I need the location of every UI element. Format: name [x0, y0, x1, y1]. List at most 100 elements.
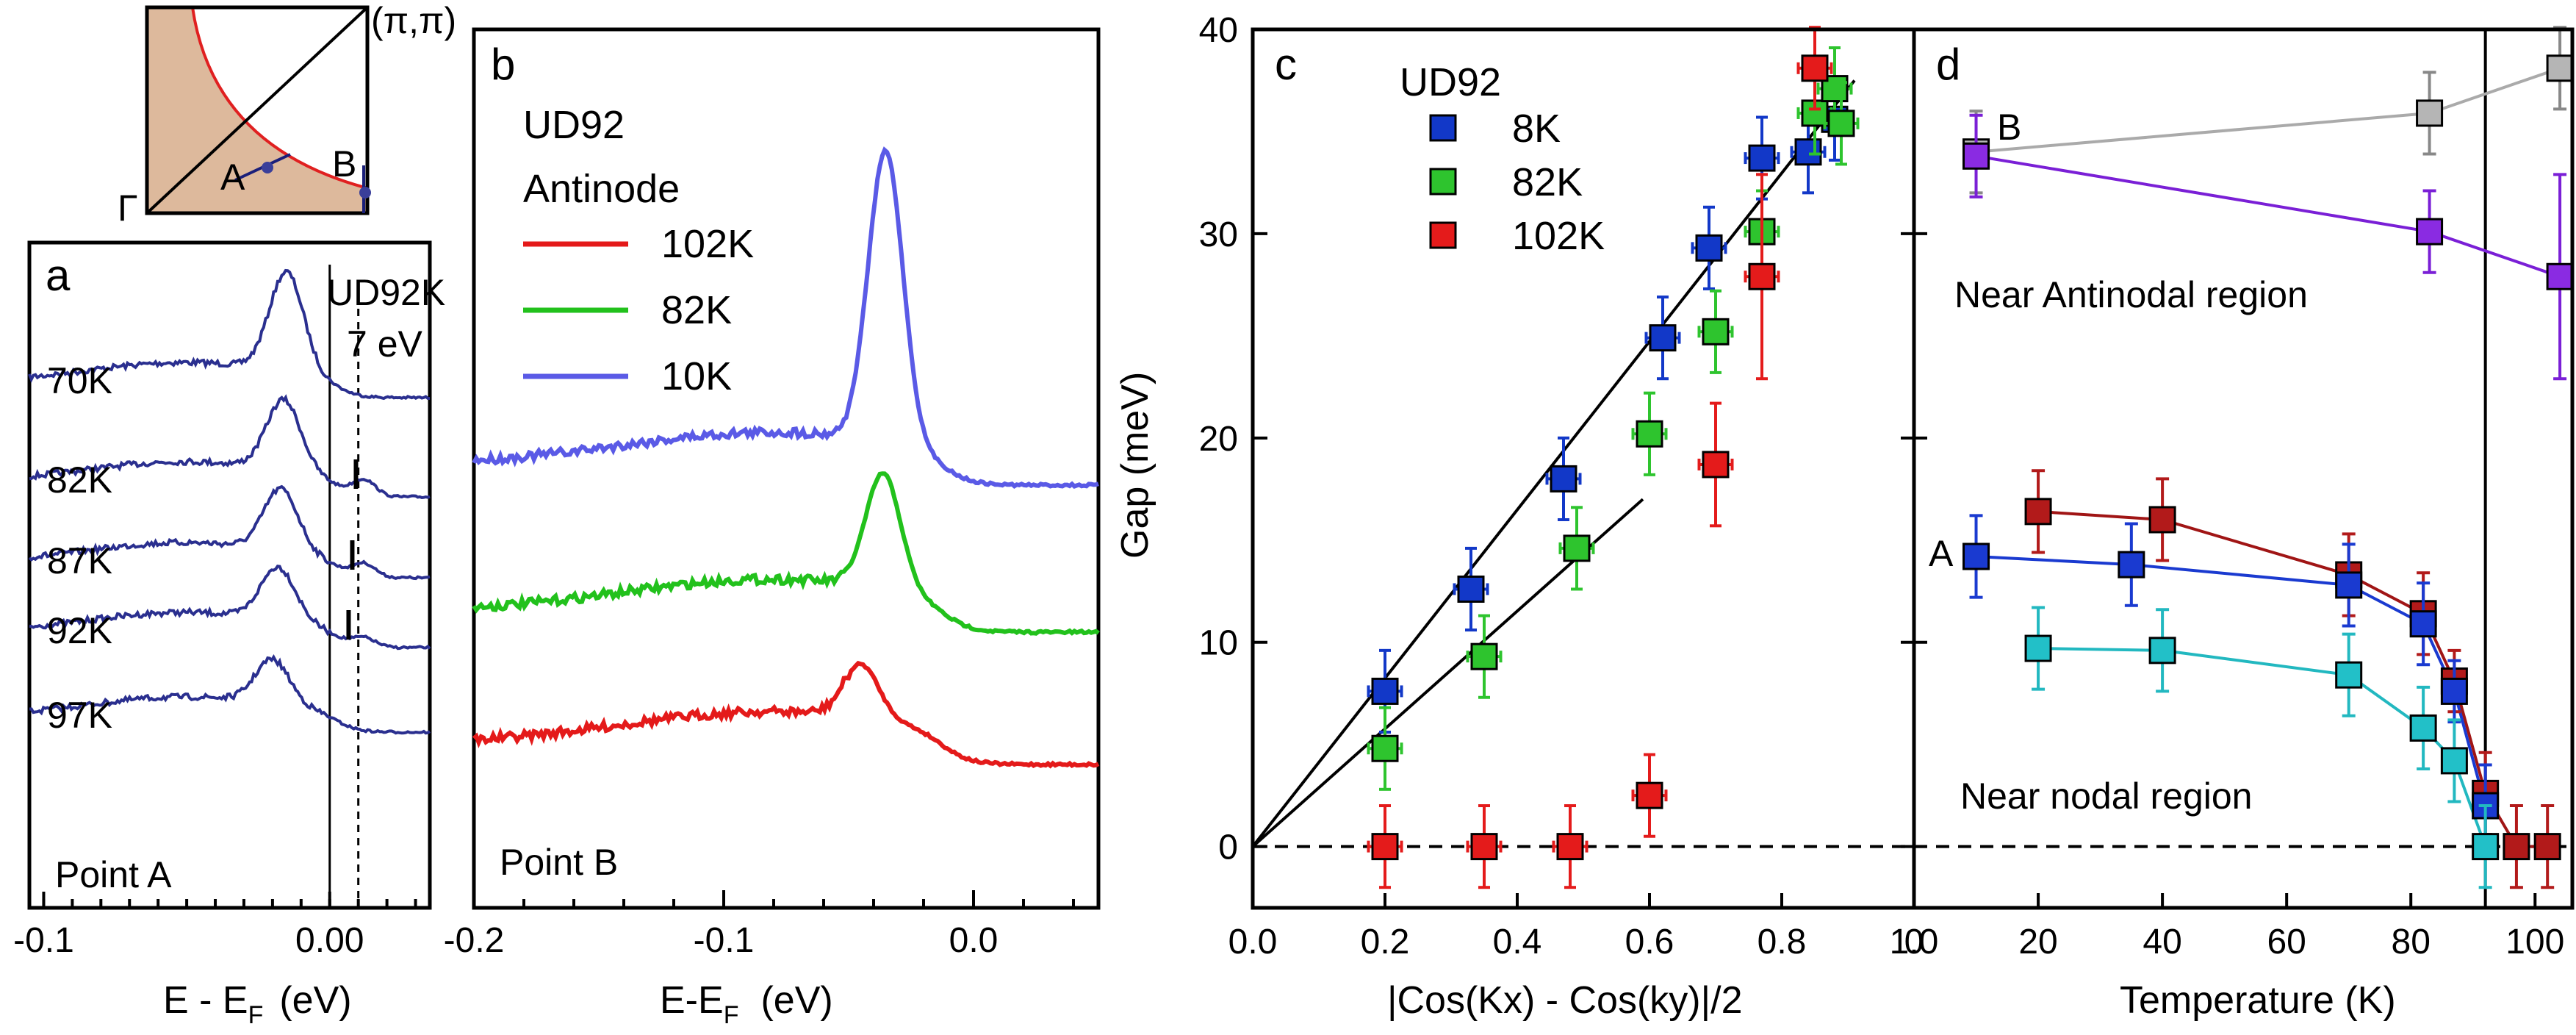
panel-d-xtick-label: 0 — [1904, 923, 1924, 961]
panel-c-legend-swatch-102K — [1429, 221, 1457, 249]
panel-c-ytick-label: 40 — [1199, 11, 1238, 50]
panel-c-point-82K — [1636, 420, 1663, 448]
panel-b-curve-82K — [472, 471, 1100, 636]
panel-c-point-82K — [1702, 318, 1730, 345]
panel-c-point-102K — [1702, 451, 1730, 479]
panel-b-xtick-label: -0.2 — [444, 921, 505, 960]
panel-a-curve-label-70K: 70K — [47, 360, 112, 401]
panel-b-legend-label-82K: 82K — [661, 288, 732, 332]
panel-c-ytick-label: 30 — [1199, 215, 1238, 254]
brillouin-zone-inset: (π,π) Γ A B — [118, 0, 456, 229]
panel-d-line-node-blue — [1976, 555, 2487, 806]
inset-point-b-label: B — [332, 143, 356, 185]
panel-d-point-node-blue — [1962, 542, 1990, 570]
panel-a-curve-97K — [29, 653, 431, 735]
panel-a-xlabel-main: E - E — [163, 979, 248, 1022]
panel-b-xlabel-sub: F — [724, 1001, 739, 1029]
panel-d-point-antinode-purple — [1962, 142, 1990, 170]
panel-d-antinodal-label: Near Antinodal region — [1954, 274, 2308, 315]
inset-diagonal — [145, 6, 369, 215]
panel-a-curve-82K — [29, 394, 431, 500]
panel-a: 70K 82K 87K 92K 97K -0.1 0.00 a UD92K 7 eV Po… — [13, 240, 445, 1029]
panel-a-title-line2: 7 eV — [347, 323, 423, 365]
panel-d-line-antinode-gray — [1976, 66, 2561, 154]
panel-c-xtick-label: 1.0 — [1890, 923, 1939, 961]
inset-unoccupied-region — [193, 7, 367, 188]
panel-d-point-a-label: A — [1929, 533, 1954, 574]
panel-c-legend-label-8K: 8K — [1512, 107, 1561, 151]
panel-a-curve-label-82K: 82K — [47, 459, 112, 501]
panel-a-title-line1: UD92K — [327, 272, 445, 313]
panel-b-xtick-label: -0.1 — [694, 921, 755, 960]
panel-b-xticks: -0.2 -0.1 0.0 — [444, 890, 1075, 960]
panel-b: -0.2 -0.1 0.0 b UD92 Antinode 102K 82K 10K P… — [444, 27, 1101, 1029]
panel-c-point-102K — [1470, 833, 1498, 861]
panel-d-point-b-label: B — [1997, 107, 2021, 148]
panel-d-xtick-label: 40 — [2143, 923, 2181, 961]
panel-b-letter: b — [491, 40, 515, 89]
inset-point-a-label: A — [220, 157, 245, 198]
panel-a-curve-92K — [29, 565, 431, 651]
panel-a-curves: 70K 82K 87K 92K 97K — [28, 265, 431, 908]
panel-c-letter: c — [1275, 40, 1297, 89]
panel-a-frame — [27, 240, 432, 910]
panel-d-point-node-cyan — [2335, 661, 2363, 689]
panel-c-legend-label-82K: 82K — [1512, 160, 1583, 204]
panel-c-legend-title: UD92 — [1400, 60, 1501, 104]
panel-b-legend-label-102K: 102K — [661, 222, 754, 266]
panel-d-point-antinode-purple — [2546, 262, 2574, 290]
panel-c-ylabel: Gap (meV) — [1114, 372, 1156, 559]
panel-a-curve-label-97K: 97K — [47, 695, 112, 736]
panel-c-point-102K — [1556, 833, 1584, 861]
panel-a-point-label: Point A — [55, 854, 172, 895]
fermi-surface-curve — [191, 7, 368, 190]
panel-c-point-102K — [1801, 54, 1829, 82]
point-a-marker — [262, 162, 273, 173]
panel-c-point-8K — [1371, 677, 1399, 705]
panel-a-curve-label-92K: 92K — [47, 610, 112, 651]
panel-d-xtick-label: 60 — [2267, 923, 2306, 961]
panel-c-point-8K — [1550, 465, 1577, 493]
panel-d-point-antinode-gray — [2416, 99, 2444, 127]
panel-b-xtick-label: 0.0 — [949, 921, 999, 960]
panel-d-point-antinode-purple — [2416, 218, 2444, 246]
panel-d-point-antinode-gray — [2546, 54, 2574, 82]
panel-a-xlabel: E - EF (eV) — [163, 979, 352, 1029]
panel-c-xtick-label: 0.0 — [1228, 923, 1278, 961]
panel-d-xtick-label: 100 — [2505, 923, 2564, 961]
panel-c-point-8K — [1748, 144, 1776, 172]
panel-b-legend-label-10K: 10K — [661, 354, 732, 398]
panel-b-xlabel: E-EF (eV) — [660, 979, 833, 1029]
panel-c-fit-line-0 — [1251, 79, 1856, 848]
panel-c-point-102K — [1748, 262, 1776, 290]
panel-d-point-node-cyan — [2024, 634, 2052, 662]
panel-d-xtick-label: 80 — [2392, 923, 2431, 961]
panel-d-point-node-blue — [2409, 610, 2437, 638]
panel-c-point-102K — [1371, 833, 1399, 861]
panel-a-xticks: -0.1 0.00 — [13, 892, 417, 960]
panel-a-curve-70K — [28, 268, 431, 401]
panel-d-point-node-blue — [2118, 551, 2145, 579]
panel-d-point-node-red — [2503, 833, 2530, 861]
panel-c-point-82K — [1827, 110, 1855, 137]
panel-b-curve-102K — [472, 660, 1100, 769]
panel-d-point-node-red — [2533, 833, 2561, 861]
panel-b-xlabel-unit: (eV) — [760, 979, 832, 1022]
panel-c-legend-label-102K: 102K — [1512, 214, 1605, 258]
panel-d-point-node-blue — [2440, 677, 2468, 705]
panel-a-curve-87K — [28, 484, 431, 581]
panel-c-legend: 8K 82K 102K — [1429, 107, 1605, 258]
panel-d-line-antinode-purple — [1976, 154, 2561, 279]
panel-d-point-node-cyan — [2472, 833, 2500, 861]
panel-c-point-102K — [1636, 781, 1663, 809]
panel-a-letter: a — [46, 251, 71, 300]
panel-c-xtick-label: 0.8 — [1757, 923, 1807, 961]
panel-c-point-8K — [1794, 138, 1822, 166]
panel-d-xtick-label: 20 — [2018, 923, 2057, 961]
panel-a-xtick-label: 0.00 — [295, 921, 364, 960]
panel-d-point-node-cyan — [2440, 747, 2468, 775]
panel-c-ytick-label: 0 — [1218, 828, 1238, 867]
